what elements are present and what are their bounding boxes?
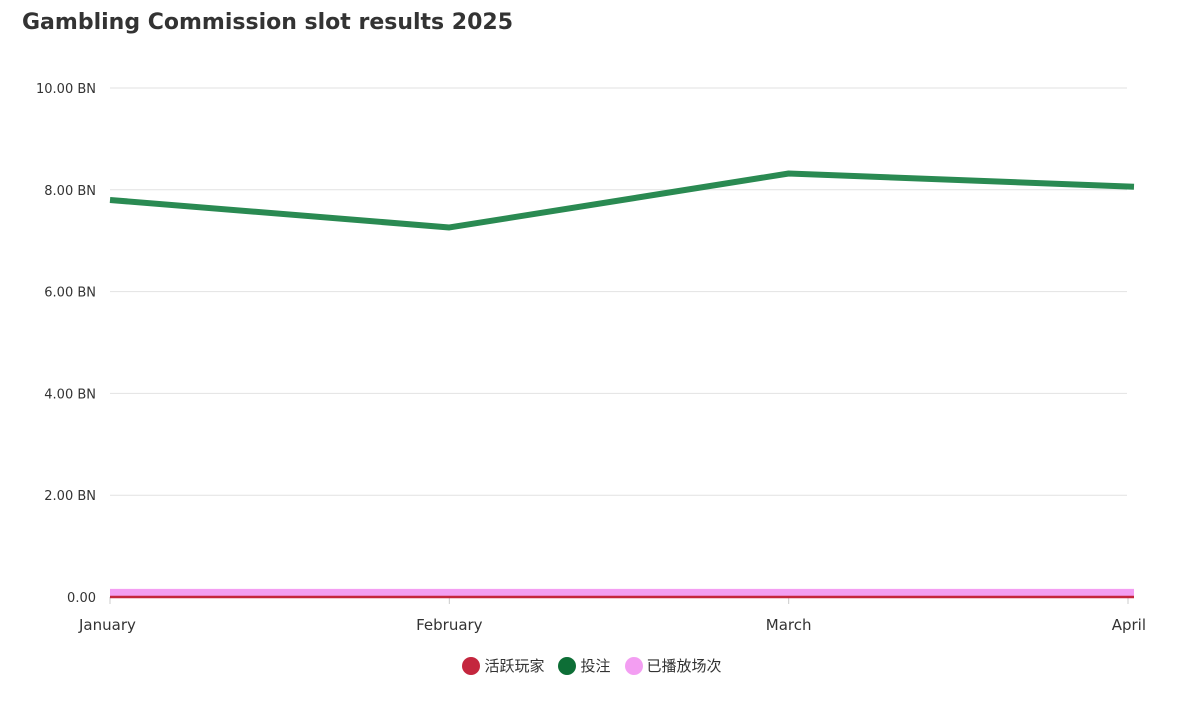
y-tick-label: 6.00 BN: [44, 286, 96, 301]
x-axis-ticks: January February March April: [78, 597, 1146, 634]
legend-marker: [462, 656, 481, 675]
y-tick-label: 0.00: [67, 591, 96, 606]
legend-label: 投注: [580, 657, 611, 675]
x-tick-label: March: [766, 616, 812, 634]
x-tick-label: January: [78, 616, 136, 634]
x-tick-label: February: [416, 616, 483, 634]
y-tick-label: 8.00 BN: [44, 184, 96, 199]
y-tick-label: 2.00 BN: [44, 489, 96, 504]
y-tick-label: 4.00 BN: [44, 387, 96, 402]
legend-item[interactable]: 活跃玩家: [462, 655, 544, 676]
legend-marker: [624, 656, 643, 675]
legend: 活跃玩家 投注 已播放场次: [0, 655, 1184, 676]
y-axis-ticks: 0.00 2.00 BN 4.00 BN 6.00 BN 8.00 BN 10.00 BN: [36, 82, 96, 606]
grid-layer: [110, 87, 1127, 598]
legend-item[interactable]: 已播放场次: [624, 655, 722, 676]
series-line-1: [109, 170, 1135, 231]
legend-label: 活跃玩家: [484, 657, 545, 675]
legend-item[interactable]: 投注: [558, 655, 611, 676]
series-layer: [109, 170, 1135, 599]
legend-marker: [558, 656, 577, 675]
legend-label: 已播放场次: [646, 657, 722, 675]
x-tick-label: April: [1112, 616, 1146, 634]
y-tick-label: 10.00 BN: [36, 82, 96, 97]
chart-title: Gambling Commission slot results 2025: [22, 10, 514, 35]
